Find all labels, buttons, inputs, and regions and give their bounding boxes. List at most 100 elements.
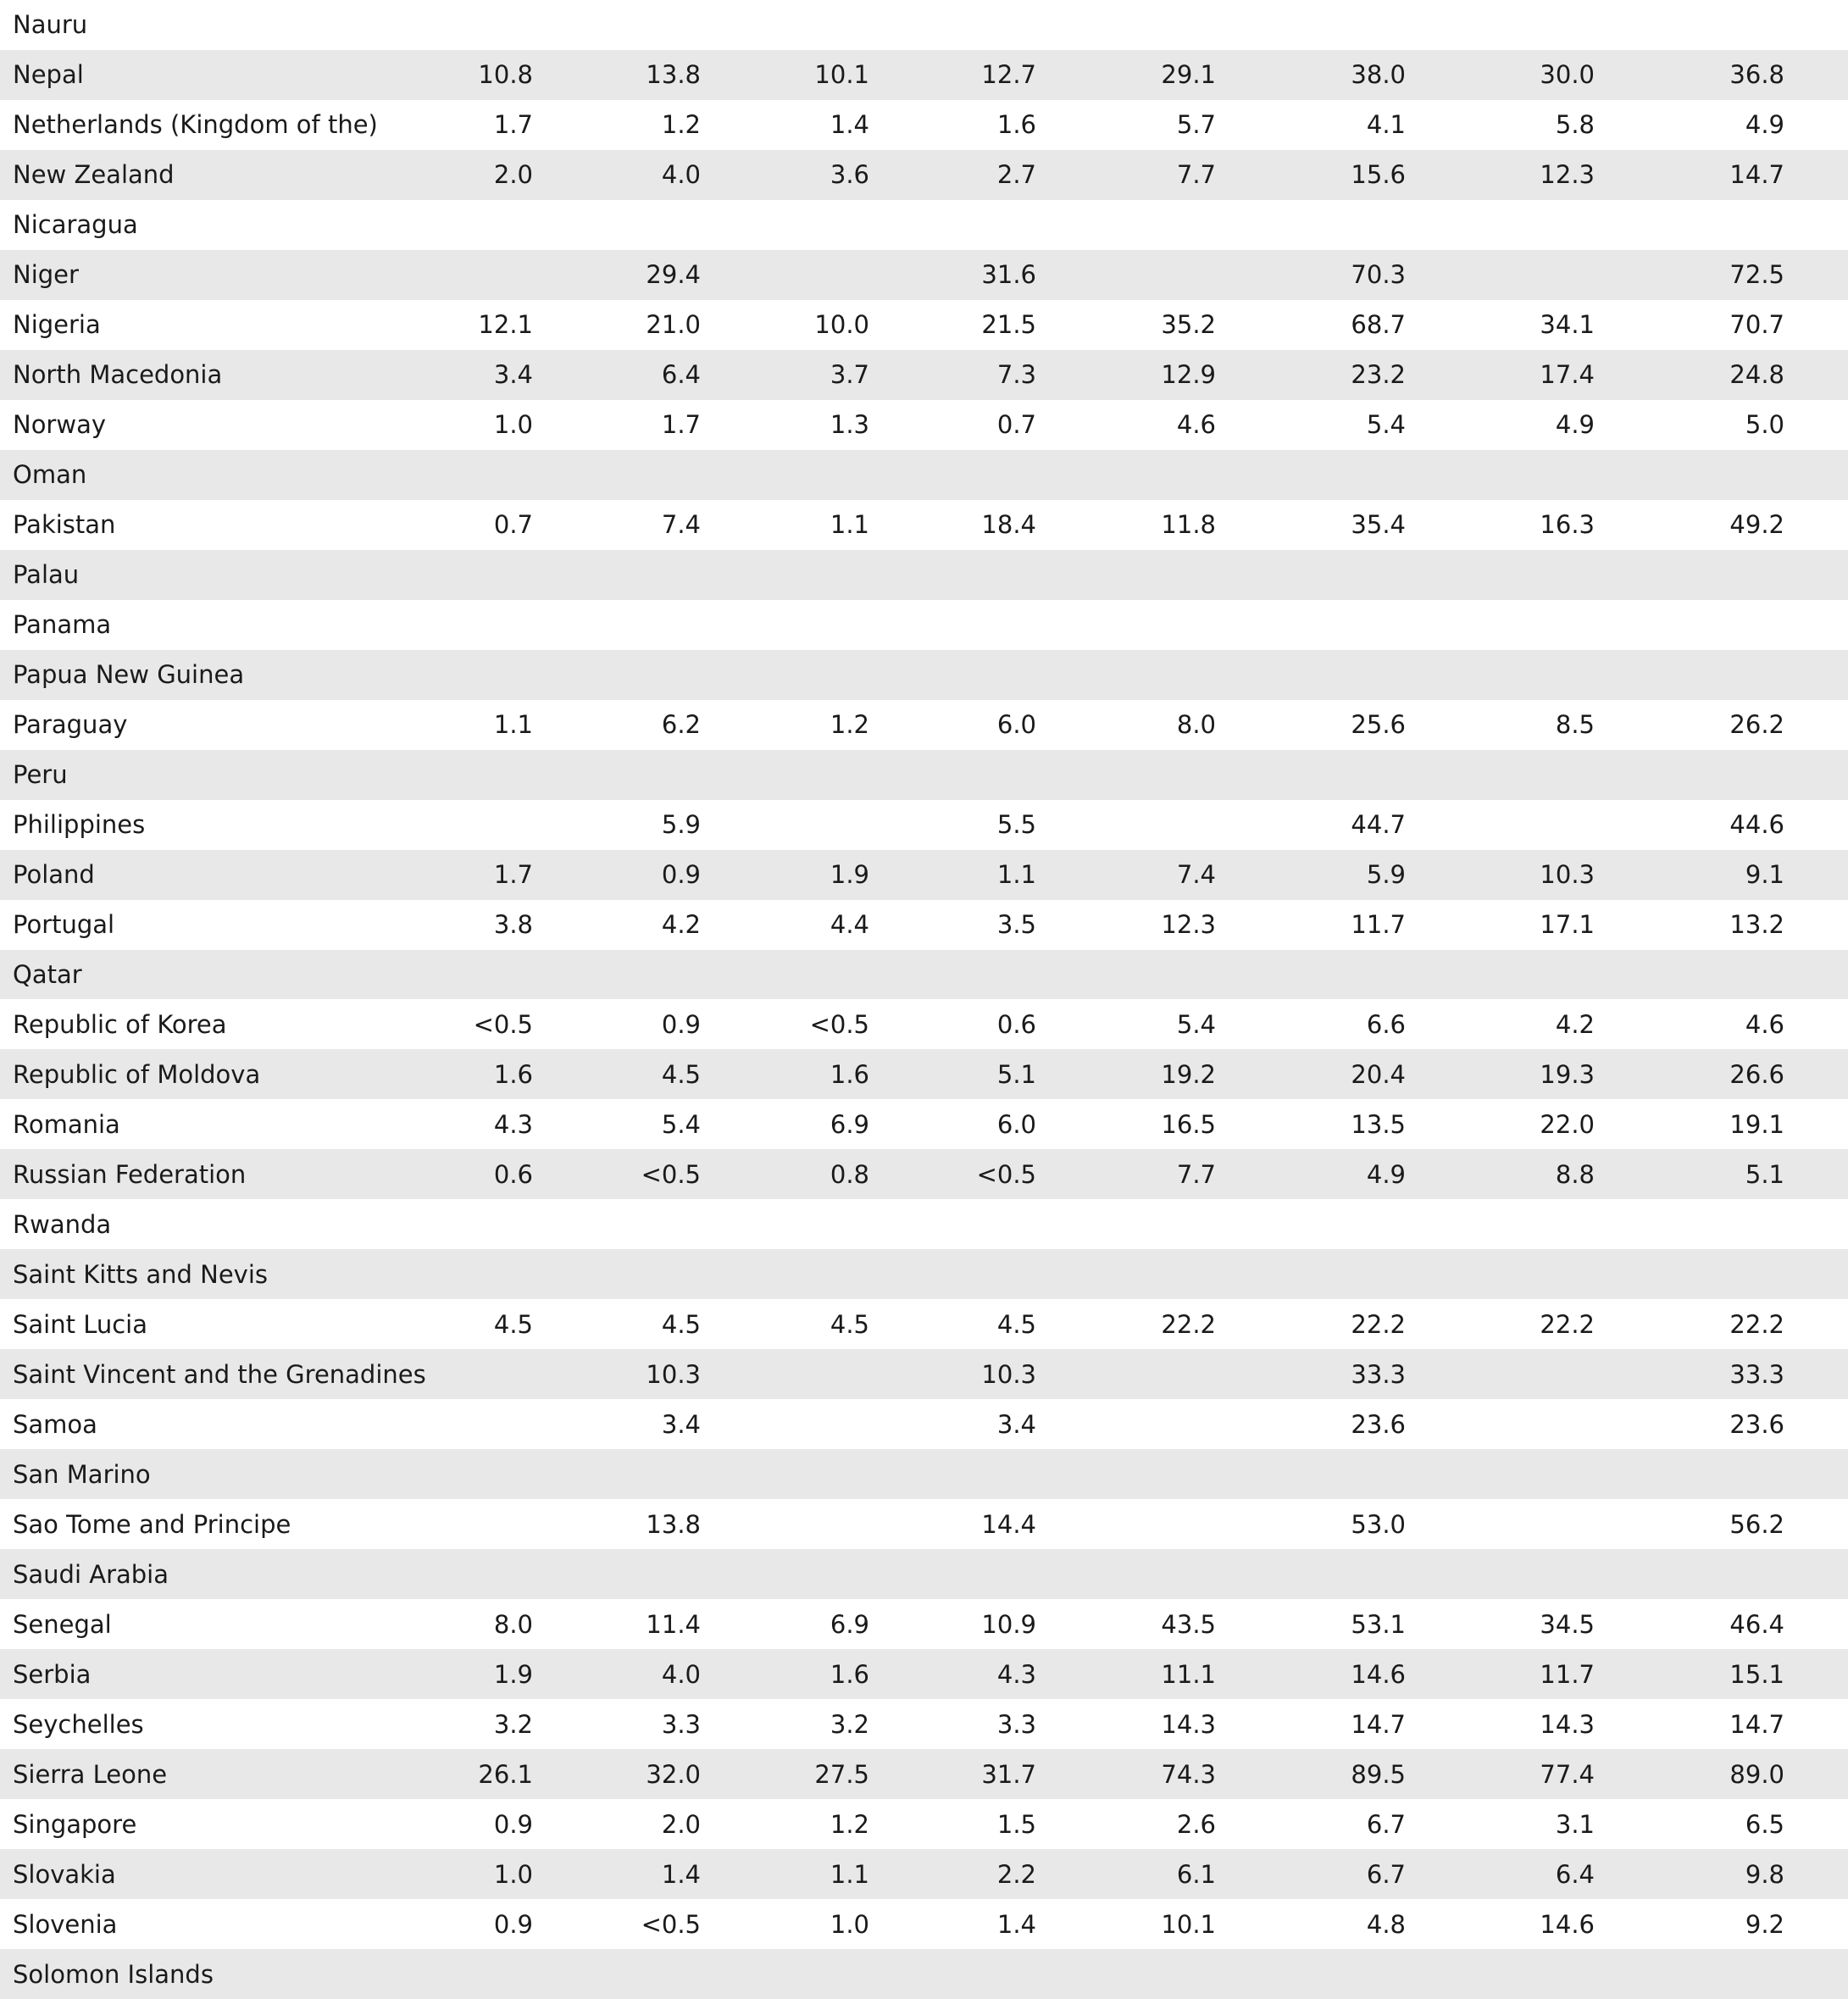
- table-cell: 1.2: [661, 110, 701, 140]
- table-row: Qatar: [0, 949, 1848, 1000]
- table-cell: 0.6: [996, 1009, 1036, 1039]
- table-cell: 5.1: [996, 1059, 1036, 1089]
- table-cell: 1.9: [493, 1659, 533, 1689]
- table-cell: 4.9: [1555, 410, 1595, 440]
- table-cell: 0.9: [661, 860, 701, 890]
- table-cell: 0.9: [661, 1009, 701, 1039]
- country-name: Saint Kitts and Nevis: [13, 1259, 268, 1289]
- table-cell: 44.7: [1351, 810, 1406, 840]
- table-cell: 10.1: [1161, 1909, 1216, 1939]
- table-cell: 4.0: [661, 1659, 701, 1689]
- table-row: Netherlands (Kingdom of the) 1.7 1.2 1.4 1.6…: [0, 100, 1848, 150]
- table-cell: 9.1: [1745, 860, 1784, 890]
- country-name: Rwanda: [13, 1209, 112, 1239]
- table-cell: 3.5: [996, 910, 1036, 940]
- table-cell: 7.7: [1176, 160, 1216, 190]
- table-cell: 26.1: [478, 1759, 533, 1789]
- table-cell: 27.5: [814, 1759, 869, 1789]
- table-cell: 4.5: [661, 1309, 701, 1339]
- table-cell: 3.8: [493, 910, 533, 940]
- table-cell: 31.7: [981, 1759, 1036, 1789]
- table-cell: 19.3: [1540, 1059, 1595, 1089]
- table-cell: 1.1: [996, 860, 1036, 890]
- table-row: San Marino: [0, 1449, 1848, 1500]
- table-cell: 23.6: [1729, 1409, 1784, 1439]
- table-cell: 3.2: [830, 1709, 869, 1739]
- table-cell: 1.3: [830, 410, 869, 440]
- table-cell: 3.4: [661, 1409, 701, 1439]
- table-cell: 6.2: [661, 710, 701, 740]
- country-name: Nepal: [13, 60, 84, 90]
- table-cell: 13.8: [646, 1509, 701, 1539]
- table-cell: 89.5: [1351, 1759, 1406, 1789]
- table-cell: 53.1: [1351, 1609, 1406, 1639]
- table-row: Romania 4.3 5.4 6.9 6.0 16.5 13.5 22.0 19.1: [0, 1099, 1848, 1149]
- table-row: Paraguay 1.1 6.2 1.2 6.0 8.0 25.6 8.5 26.2: [0, 700, 1848, 750]
- table-cell: 14.7: [1351, 1709, 1406, 1739]
- table-cell: 10.8: [478, 60, 533, 90]
- table-cell: <0.5: [976, 1159, 1036, 1189]
- table-row: Saint Vincent and the Grenadines 10.3 10.3…: [0, 1349, 1848, 1400]
- table-cell: 8.0: [1176, 710, 1216, 740]
- table-cell: 6.9: [830, 1609, 869, 1639]
- table-cell: 5.4: [1366, 410, 1406, 440]
- table-cell: 1.6: [493, 1059, 533, 1089]
- table-row: Nauru: [0, 0, 1848, 50]
- table-cell: 22.2: [1729, 1309, 1784, 1339]
- country-name: Slovakia: [13, 1859, 116, 1889]
- country-name: Panama: [13, 610, 112, 640]
- table-cell: 1.5: [996, 1809, 1036, 1839]
- table-cell: 4.6: [1745, 1009, 1784, 1039]
- table-cell: 6.9: [830, 1109, 869, 1139]
- country-name: North Macedonia: [13, 360, 223, 390]
- table-row: Solomon Islands: [0, 1949, 1848, 1999]
- table-cell: 9.2: [1745, 1909, 1784, 1939]
- table-cell: 6.4: [1555, 1859, 1595, 1889]
- table-cell: <0.5: [473, 1009, 533, 1039]
- table-row: Russian Federation 0.6 <0.5 0.8 <0.5 7.7 4.9 8.…: [0, 1149, 1848, 1200]
- table-cell: 16.5: [1161, 1109, 1216, 1139]
- table-cell: 0.9: [493, 1909, 533, 1939]
- table-cell: 8.5: [1555, 710, 1595, 740]
- country-name: Romania: [13, 1109, 120, 1139]
- table-row: Rwanda: [0, 1199, 1848, 1249]
- table-cell: 14.4: [981, 1509, 1036, 1539]
- country-name: Samoa: [13, 1409, 97, 1439]
- table-cell: 35.4: [1351, 510, 1406, 540]
- table-cell: 89.0: [1729, 1759, 1784, 1789]
- table-row: Slovenia 0.9 <0.5 1.0 1.4 10.1 4.8 14.6 9.2: [0, 1899, 1848, 1949]
- country-name: Norway: [13, 410, 107, 440]
- table-cell: <0.5: [641, 1159, 701, 1189]
- table-cell: 1.6: [830, 1659, 869, 1689]
- table-cell: 56.2: [1729, 1509, 1784, 1539]
- table-cell: 14.7: [1729, 1709, 1784, 1739]
- table-row: Norway 1.0 1.7 1.3 0.7 4.6 5.4 4.9 5.0: [0, 400, 1848, 450]
- table-cell: 4.5: [493, 1309, 533, 1339]
- table-row: Republic of Moldova 1.6 4.5 1.6 5.1 19.2 20.4 1…: [0, 1049, 1848, 1100]
- table-cell: 22.2: [1540, 1309, 1595, 1339]
- table-cell: 4.5: [661, 1059, 701, 1089]
- table-cell: 8.0: [493, 1609, 533, 1639]
- table-row: Saint Lucia 4.5 4.5 4.5 4.5 22.2 22.2 22.2 22.2: [0, 1299, 1848, 1349]
- country-name: Russian Federation: [13, 1159, 247, 1189]
- table-row: Pakistan 0.7 7.4 1.1 18.4 11.8 35.4 16.3 49.2: [0, 500, 1848, 550]
- table-cell: 29.4: [646, 260, 701, 290]
- country-name: Philippines: [13, 810, 146, 840]
- table-cell: 12.3: [1540, 160, 1595, 190]
- table-row: Nicaragua: [0, 200, 1848, 250]
- table-cell: 3.1: [1555, 1809, 1595, 1839]
- table-cell: 4.9: [1745, 110, 1784, 140]
- table-cell: 10.0: [814, 310, 869, 340]
- table-cell: 12.7: [981, 60, 1036, 90]
- table-cell: 31.6: [981, 260, 1036, 290]
- table-cell: 53.0: [1351, 1509, 1406, 1539]
- table-row: Papua New Guinea: [0, 649, 1848, 700]
- table-cell: 35.2: [1161, 310, 1216, 340]
- table-cell: 7.4: [1176, 860, 1216, 890]
- table-cell: 2.7: [996, 160, 1036, 190]
- table-row: Poland 1.7 0.9 1.9 1.1 7.4 5.9 10.3 9.1: [0, 849, 1848, 900]
- table-cell: 0.6: [493, 1159, 533, 1189]
- table-cell: 6.6: [1366, 1009, 1406, 1039]
- table-cell: 5.5: [996, 810, 1036, 840]
- table-row: Seychelles 3.2 3.3 3.2 3.3 14.3 14.7 14.3 14.7: [0, 1699, 1848, 1749]
